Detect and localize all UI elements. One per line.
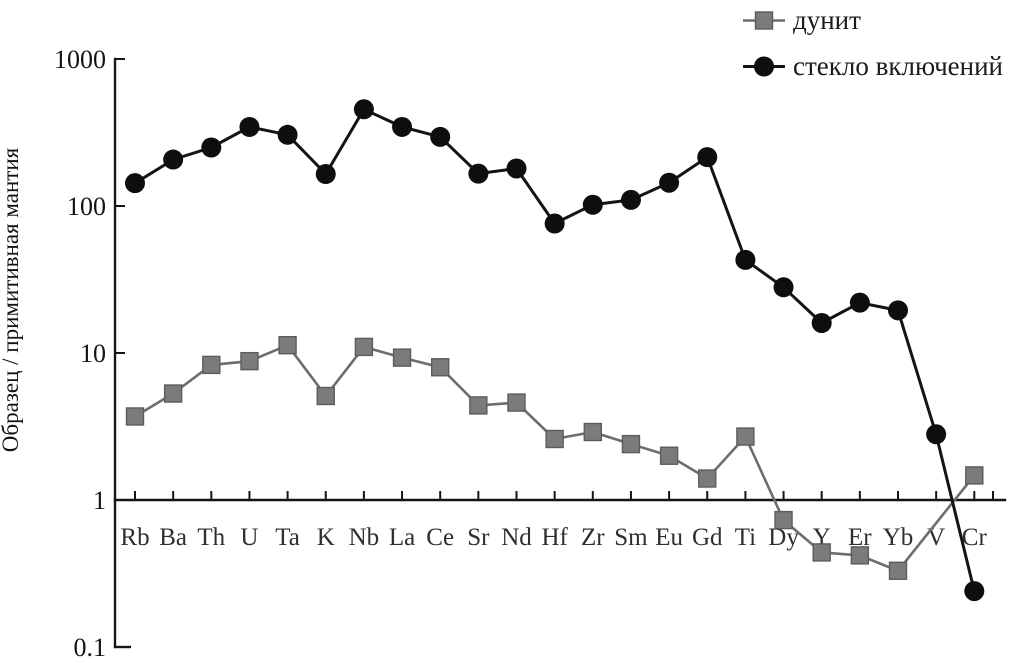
x-category-label: Ba [159,524,187,551]
x-category-label: U [240,524,258,551]
y-axis-title: Образец / примитивная мантия [0,147,23,452]
data-point-circle [201,137,222,158]
x-category-label: Nd [501,524,532,551]
data-point-circle [582,194,603,215]
x-category-label: Th [197,524,225,551]
data-point-circle [888,300,908,321]
data-point-circle [735,249,756,270]
data-point-circle [773,277,794,298]
data-point-square [240,351,259,371]
y-tick-label: 1000 [54,45,106,74]
data-point-circle [468,163,489,184]
data-point-circle [163,149,184,170]
data-point-circle [811,312,832,333]
data-point-square [354,337,374,357]
data-point-square [392,348,412,367]
y-tick-label: 10 [80,339,106,368]
data-point-circle [277,124,298,145]
data-point-circle [697,147,718,168]
legend-label-glass-inclusions: стекло включений [793,51,1004,81]
data-point-circle [659,172,680,193]
data-point-square [469,396,488,415]
x-category-label: Sm [614,524,648,551]
data-point-square [736,427,755,446]
data-point-square [316,386,335,406]
data-point-circle [392,116,413,137]
series-dunite [125,335,984,580]
legend-square-marker-icon [743,11,785,30]
data-point-circle [239,116,260,137]
data-point-circle [125,173,145,194]
data-point-circle [315,164,336,185]
x-category-label: Eu [655,524,683,551]
data-point-square [202,355,221,375]
x-category-label: Zr [581,524,605,551]
data-point-circle [353,99,374,120]
x-category-label: Hf [541,524,568,551]
data-point-circle [964,581,985,602]
legend-item-glass-inclusions: стекло включений [742,48,1003,85]
legend-circle-marker-icon [743,56,785,77]
y-tick-label: 100 [67,192,106,221]
data-point-square [431,358,450,377]
data-point-square [507,393,526,412]
data-point-circle [926,424,947,445]
data-point-square [812,543,831,562]
x-category-label: Gd [692,524,723,551]
data-point-square [888,561,908,580]
chart-legend: дунит стекло включений [742,2,1003,85]
x-category-label: Sr [467,524,490,551]
data-point-circle [620,189,641,210]
data-point-square [545,429,564,449]
x-category-label: Cr [962,524,988,551]
legend-item-dunite: дунит [742,2,1003,39]
data-point-square [278,335,297,355]
data-point-square [965,466,984,485]
y-tick-label: 1 [93,486,106,515]
data-point-square [698,469,717,488]
data-point-square [621,434,641,454]
data-point-square [774,510,793,530]
x-category-label: Ti [735,524,756,551]
x-category-label: Ta [275,524,300,551]
data-point-circle [544,213,565,234]
data-point-square [125,407,145,426]
data-point-circle [506,158,527,179]
x-category-label: Rb [120,524,149,551]
data-point-circle [430,126,451,147]
y-tick-label: 0.1 [74,633,107,662]
x-category-label: Ce [426,524,454,551]
x-category-label: Yb [883,524,914,551]
data-point-square [659,446,679,465]
data-point-square [583,422,602,442]
y-axis-ticks-labels: 1000 100 10 1 0.1 [54,45,125,662]
series-glass-inclusions [125,99,985,602]
x-category-label: V [927,524,945,551]
data-point-square [850,546,870,565]
data-point-square [163,384,183,403]
data-point-circle [849,292,870,313]
x-category-label: K [317,524,335,551]
x-category-label: Nb [349,524,380,551]
x-category-label: La [389,524,415,551]
legend-label-dunite: дунит [793,5,861,35]
